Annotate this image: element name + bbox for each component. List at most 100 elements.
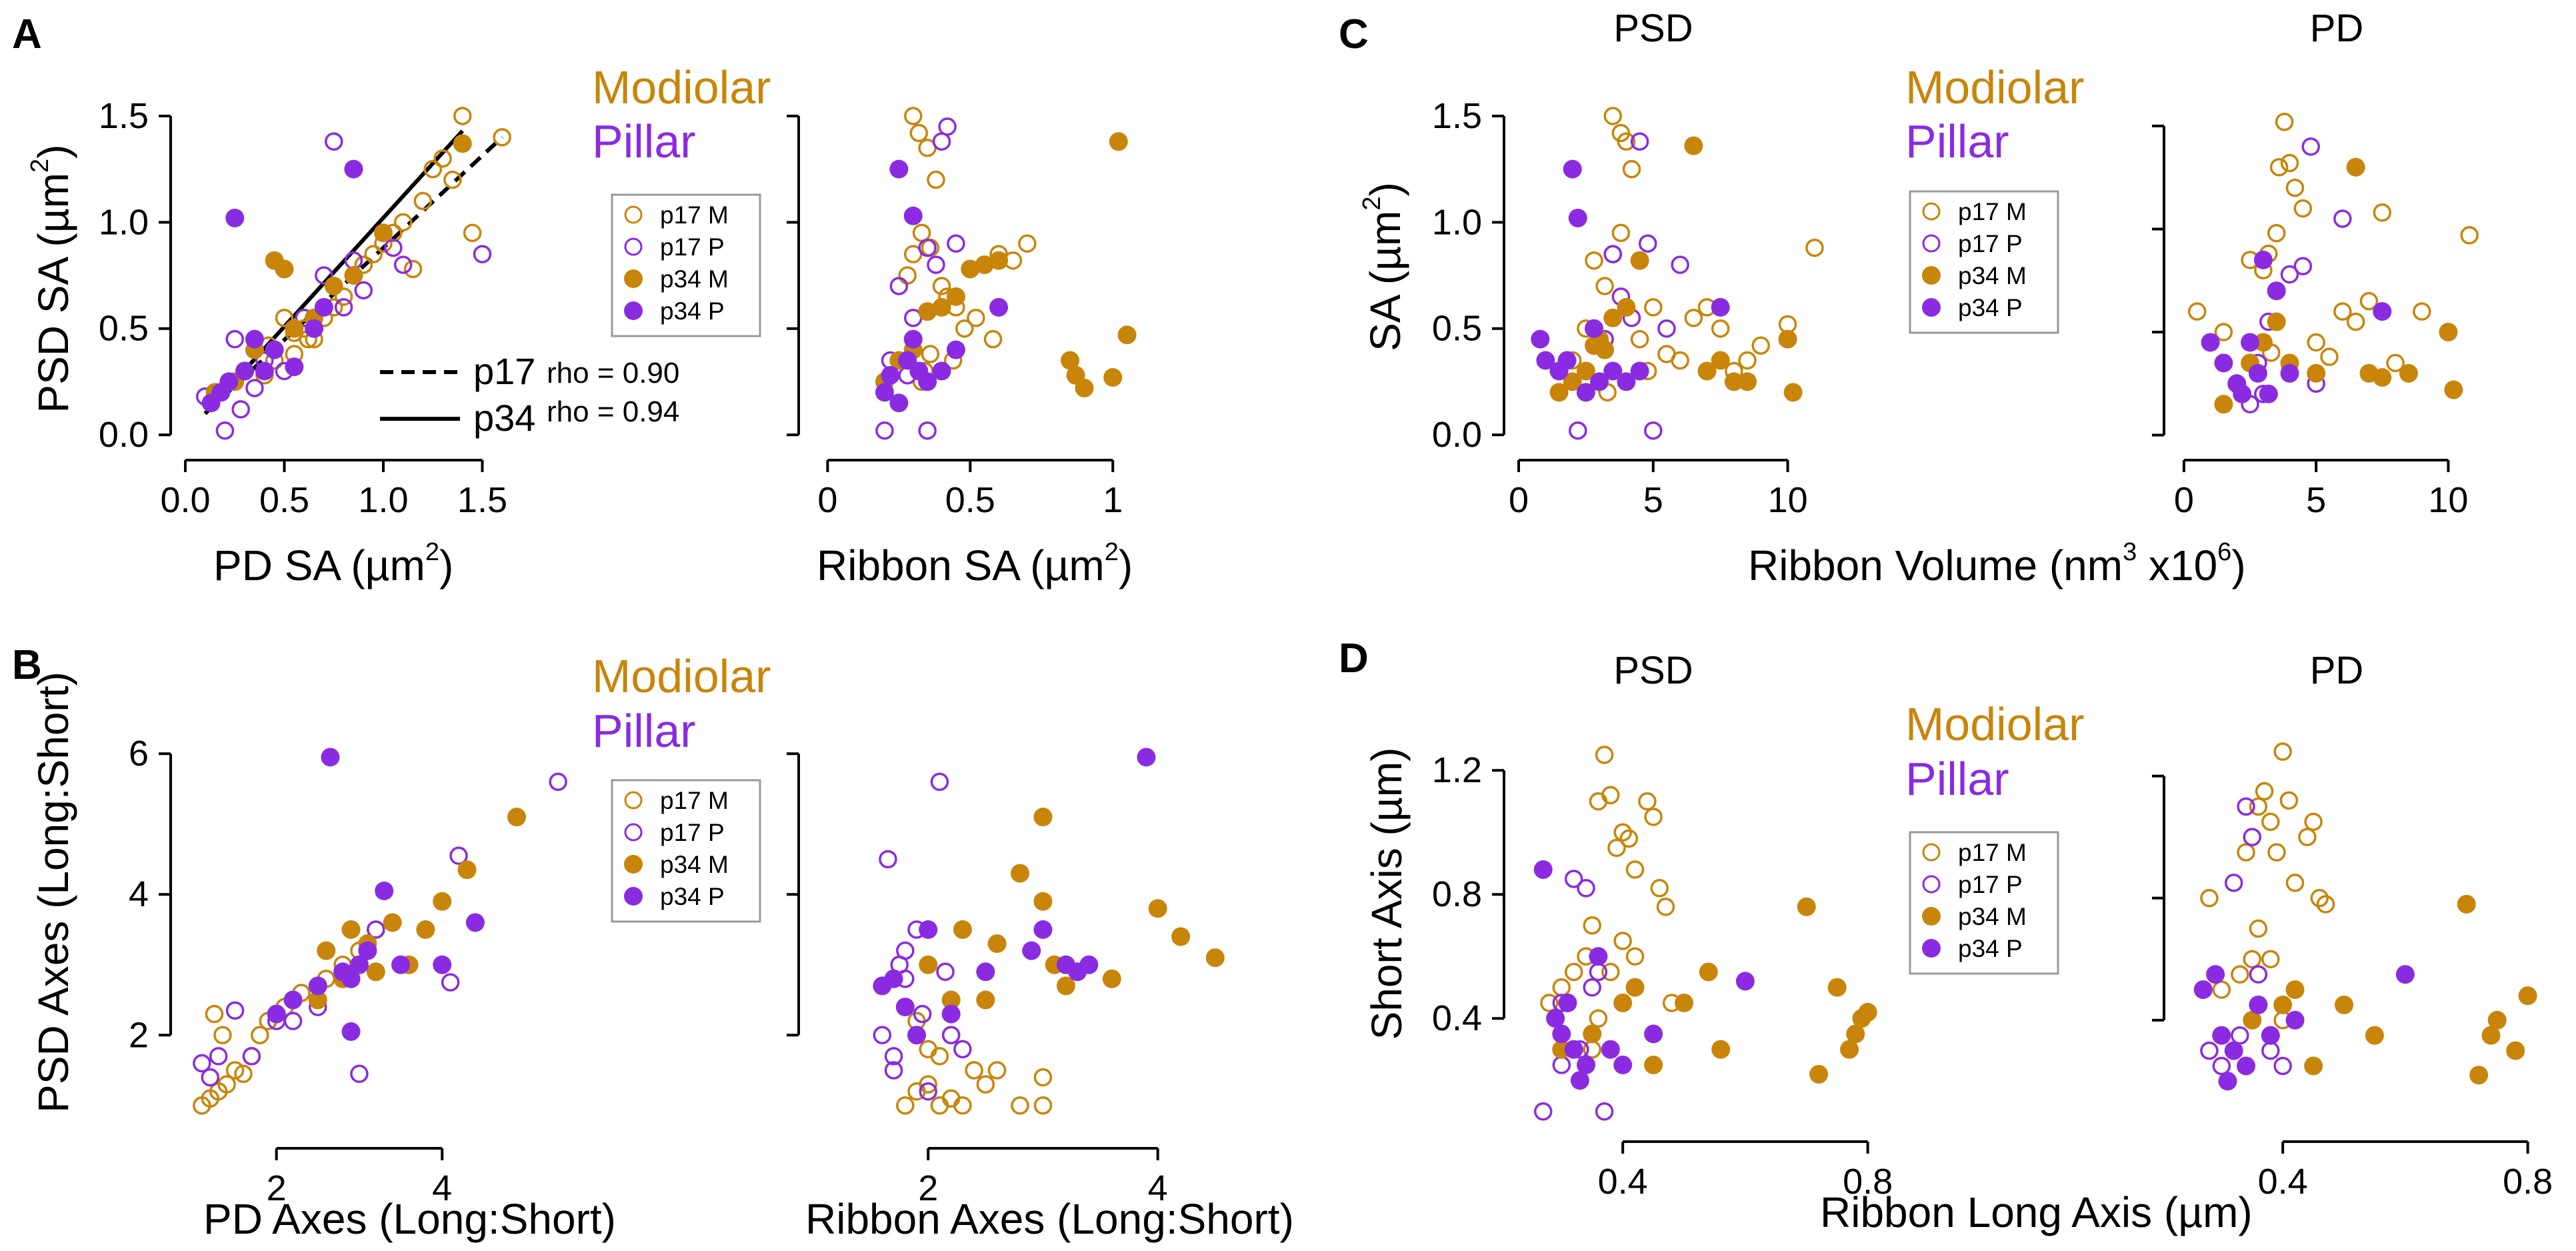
- data-point-p34m: [317, 941, 336, 960]
- legend-d: p17 M p17 P p34 M p34 P: [1909, 831, 2059, 975]
- data-point-p17p: [1583, 978, 1601, 997]
- data-point-p17p: [201, 1068, 220, 1087]
- data-point-p34p: [989, 297, 1009, 317]
- legend-marker-p34p: [624, 301, 643, 320]
- data-point-p34m: [1103, 368, 1123, 387]
- data-point-p34m: [2253, 333, 2273, 352]
- panel-d-left-title: PSD: [1613, 649, 1693, 692]
- x-tick-label: 10: [2428, 480, 2468, 520]
- group-label-pillar-c: Pillar: [1905, 115, 2009, 167]
- panel-letter-d: D: [1339, 636, 1369, 682]
- data-point-p17p: [1630, 132, 1649, 151]
- legend-marker-p34m: [1922, 266, 1941, 285]
- data-point-p17p: [2243, 828, 2261, 847]
- data-point-p34m: [1117, 325, 1137, 345]
- data-point-p17m: [225, 1061, 245, 1080]
- data-point-p17p: [315, 266, 333, 285]
- data-point-p34p: [2193, 980, 2213, 1000]
- data-point-p17p: [2237, 797, 2255, 816]
- data-point-p17m: [1751, 336, 1770, 355]
- x-tick-label: 1.0: [358, 480, 408, 520]
- legend-marker-p17p: [624, 237, 643, 256]
- data-point-p17p: [927, 255, 945, 274]
- data-point-p34m: [1697, 361, 1717, 381]
- data-point-p17m: [2460, 225, 2479, 245]
- panel-c-left-title: PSD: [1613, 7, 1693, 50]
- data-point-p34m: [366, 962, 385, 982]
- data-point-p17p: [1644, 421, 1663, 440]
- data-point-p17p: [393, 255, 413, 274]
- data-point-p34m: [1852, 1009, 1871, 1028]
- data-point-p34m: [2506, 1041, 2525, 1060]
- xlabel-c: Ribbon Volume (nm3 x106): [1748, 538, 2246, 589]
- data-point-p17m: [1656, 898, 1675, 916]
- data-point-p34m: [961, 259, 980, 279]
- data-point-p34m: [2285, 980, 2305, 1000]
- data-point-p34m: [1724, 372, 1743, 391]
- data-point-p17p: [384, 238, 403, 257]
- y-tick-label: 0.4: [1432, 998, 1482, 1038]
- data-point-p34p: [2267, 281, 2286, 301]
- data-point-p17p: [2224, 874, 2243, 892]
- legend-label-p34p: p34 P: [1958, 294, 2023, 321]
- legend-marker-p17m: [624, 205, 643, 224]
- y-tick-label: 1.0: [1432, 202, 1482, 242]
- data-point-p17p: [334, 298, 353, 317]
- data-point-p17p: [2249, 965, 2268, 984]
- data-point-p17p: [549, 772, 567, 792]
- data-point-p17p: [953, 1040, 972, 1059]
- data-point-p17m: [1617, 132, 1636, 151]
- legend-marker-p34m: [624, 855, 643, 874]
- data-point-p17p: [441, 973, 460, 992]
- data-point-p17m: [2267, 223, 2286, 243]
- x-tick-label: 2: [267, 1168, 287, 1208]
- data-point-p17p: [918, 421, 937, 440]
- data-point-p34m: [1549, 383, 1569, 402]
- panel-letter-b: B: [12, 642, 42, 688]
- data-point-p34p: [305, 319, 324, 338]
- group-label-modiolar-b: Modiolar: [592, 650, 771, 702]
- y-tick-label: 2: [129, 1015, 149, 1055]
- data-point-p17m: [2214, 323, 2233, 341]
- rho-label-p17: rho = 0.90: [547, 357, 679, 389]
- data-point-p17p: [215, 421, 235, 440]
- data-point-p17p: [875, 421, 894, 440]
- data-point-p34p: [225, 208, 245, 227]
- data-point-p34m: [1205, 948, 1225, 968]
- data-point-p17p: [350, 1064, 369, 1084]
- data-point-p34m: [1738, 372, 1757, 391]
- data-point-p34p: [889, 159, 909, 179]
- data-point-p17m: [354, 255, 373, 274]
- legend-marker-p17p: [1922, 875, 1941, 894]
- data-point-p17m: [2285, 874, 2305, 892]
- data-point-p17p: [225, 329, 244, 349]
- group-label-pillar-a: Pillar: [592, 115, 696, 167]
- data-point-p34m: [324, 276, 343, 295]
- data-point-p34p: [1570, 1071, 1589, 1090]
- data-point-p17m: [967, 309, 985, 327]
- legend-c: p17 M p17 P p34 M p34 P: [1909, 190, 2059, 334]
- data-point-p34p: [255, 361, 274, 381]
- data-point-p17m: [1684, 309, 1703, 327]
- legend-label-p17p: p17 P: [660, 819, 725, 846]
- legend-marker-p17m: [1922, 202, 1941, 221]
- legend-marker-p34p: [1922, 939, 1941, 958]
- data-point-p34m: [919, 955, 938, 974]
- data-point-p34m: [1595, 340, 1615, 359]
- data-point-p34m: [989, 251, 1009, 270]
- data-point-p17m: [403, 259, 423, 279]
- data-point-p34m: [2243, 1010, 2262, 1030]
- data-point-p17p: [947, 234, 965, 253]
- data-point-p17p: [209, 1047, 228, 1066]
- data-point-p17p: [879, 850, 897, 869]
- data-point-p17m: [919, 1040, 937, 1059]
- data-point-p17m: [1033, 1068, 1053, 1087]
- data-point-p17m: [2200, 889, 2219, 908]
- data-point-p17p: [2280, 265, 2299, 284]
- data-point-p17p: [2200, 1041, 2219, 1060]
- data-point-p34m: [1109, 132, 1128, 151]
- data-point-p34p: [321, 748, 340, 767]
- data-point-p17p: [919, 1082, 937, 1101]
- legend-label-p17m: p17 M: [660, 787, 729, 814]
- x-tick-label: 0.0: [160, 480, 210, 520]
